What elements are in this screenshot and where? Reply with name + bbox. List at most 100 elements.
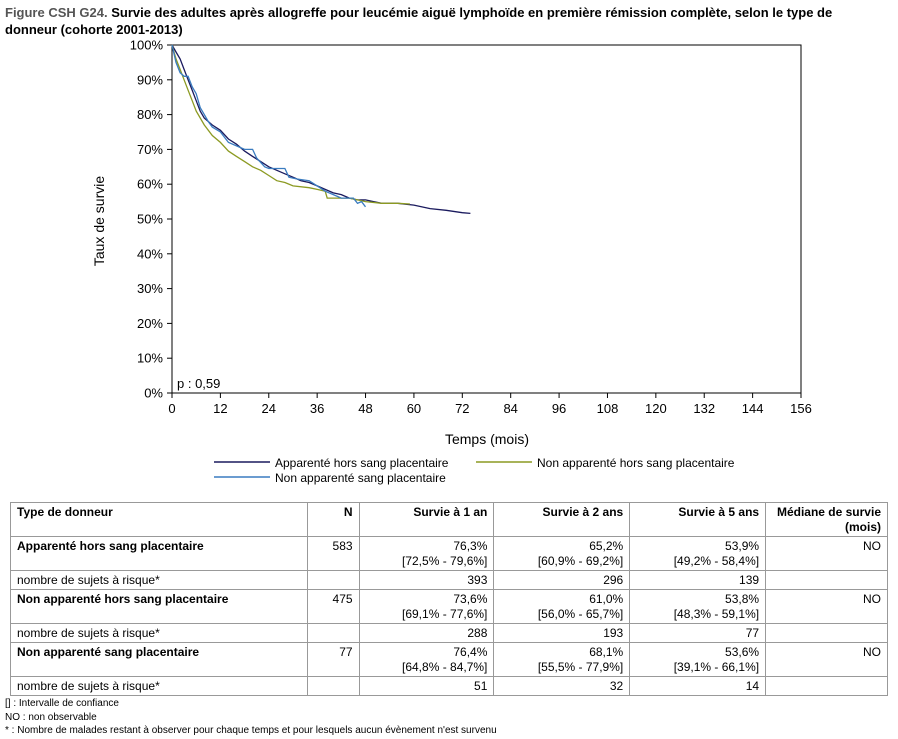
p-value-annotation: p : 0,59	[177, 376, 220, 391]
survival-2y: 61,0% [56,0% - 65,7%]	[493, 589, 631, 624]
figure-id: Figure CSH G24.	[5, 5, 108, 20]
survival-value: 76,3%	[453, 539, 488, 553]
risk-label: nombre de sujets à risque*	[10, 676, 308, 696]
risk-label: nombre de sujets à risque*	[10, 623, 308, 643]
y-tick-label: 80%	[137, 107, 163, 122]
y-tick-label: 20%	[137, 316, 163, 331]
risk-5y: 14	[629, 676, 767, 696]
figure-title-text: Survie des adultes après allogreffe pour…	[5, 5, 833, 37]
confidence-interval: [64,8% - 84,7%]	[402, 660, 488, 674]
group-n: 77	[306, 642, 360, 677]
x-tick-label: 12	[213, 401, 227, 416]
risk-row: nombre de sujets à risque* 288 193 77	[10, 623, 888, 643]
y-tick-label: 50%	[137, 212, 163, 227]
x-tick-label: 60	[407, 401, 421, 416]
group-name: Non apparenté sang placentaire	[10, 642, 308, 677]
survival-2y: 65,2% [60,9% - 69,2%]	[493, 536, 631, 571]
table-row: Non apparenté hors sang placentaire 475 …	[10, 589, 888, 624]
group-name: Non apparenté hors sang placentaire	[10, 589, 308, 624]
survival-value: 65,2%	[589, 539, 624, 553]
x-tick-label: 132	[693, 401, 715, 416]
footnote-ci: [] : Intervalle de confiance	[5, 698, 119, 709]
figure-title: Figure CSH G24. Survie des adultes après…	[5, 4, 885, 38]
risk-1y: 288	[358, 623, 495, 643]
survival-value: 73,6%	[453, 592, 488, 606]
y-tick-label: 30%	[137, 281, 163, 296]
group-n: 475	[306, 589, 360, 624]
risk-2y: 32	[493, 676, 631, 696]
risk-1y: 51	[358, 676, 495, 696]
survival-table: Type de donneur N Survie à 1 an Survie à…	[10, 502, 888, 696]
footnotes: [] : Intervalle de confiance NO : non ob…	[5, 697, 497, 738]
y-tick-label: 10%	[137, 351, 163, 366]
survival-chart: 0% 10% 20% 30% 40% 50% 60% 70% 80% 90% 100% 0 12 24 3…	[91, 38, 812, 486]
x-tick-label: 144	[742, 401, 764, 416]
series-lines	[171, 44, 471, 215]
median-survival: NO	[765, 536, 888, 571]
risk-2y: 193	[493, 623, 631, 643]
y-tick-label: 0%	[144, 386, 163, 401]
x-tick-label: 156	[790, 401, 812, 416]
risk-row: nombre de sujets à risque* 51 32 14	[10, 676, 888, 696]
risk-2y: 296	[493, 570, 631, 590]
col-header-n: N	[306, 502, 360, 537]
empty-cell	[765, 676, 888, 696]
y-tick-label: 70%	[137, 142, 163, 157]
survival-1y: 73,6% [69,1% - 77,6%]	[358, 589, 495, 624]
confidence-interval: [48,3% - 59,1%]	[673, 607, 760, 621]
empty-cell	[306, 623, 360, 643]
footnote-risk: * : Nombre de malades restant à observer…	[5, 725, 497, 736]
x-axis: 0 12 24 36 48 60 72 84 96 108 120 132 144 156	[168, 393, 812, 416]
survival-value: 53,8%	[725, 592, 760, 606]
empty-cell	[306, 676, 360, 696]
legend-label-0: Apparenté hors sang placentaire	[275, 456, 449, 470]
empty-cell	[306, 570, 360, 590]
empty-cell	[765, 570, 888, 590]
y-tick-label: 90%	[137, 72, 163, 87]
risk-5y: 77	[629, 623, 767, 643]
confidence-interval: [49,2% - 58,4%]	[673, 554, 760, 568]
col-header-2y: Survie à 2 ans	[493, 502, 631, 537]
survival-value: 53,9%	[725, 539, 760, 553]
x-tick-label: 24	[262, 401, 276, 416]
y-axis: 0% 10% 20% 30% 40% 50% 60% 70% 80% 90% 100%	[130, 38, 172, 401]
col-header-1y: Survie à 1 an	[358, 502, 495, 537]
confidence-interval: [72,5% - 79,6%]	[402, 554, 488, 568]
y-tick-label: 40%	[137, 246, 163, 261]
survival-value: 76,4%	[453, 645, 488, 659]
confidence-interval: [55,5% - 77,9%]	[537, 660, 624, 674]
risk-row: nombre de sujets à risque* 393 296 139	[10, 570, 888, 590]
x-tick-label: 72	[455, 401, 469, 416]
survival-5y: 53,6% [39,1% - 66,1%]	[629, 642, 767, 677]
footnote-no: NO : non observable	[5, 711, 97, 723]
x-tick-label: 48	[358, 401, 372, 416]
x-axis-label: Temps (mois)	[445, 431, 529, 447]
series-line-2	[171, 44, 367, 208]
table-row: Non apparenté sang placentaire 77 76,4%[…	[10, 642, 888, 677]
empty-cell	[765, 623, 888, 643]
confidence-interval: [56,0% - 65,7%]	[537, 607, 624, 621]
survival-value: 68,1%	[589, 645, 624, 659]
median-survival: NO	[765, 642, 888, 677]
x-tick-label: 108	[597, 401, 619, 416]
survival-2y: 68,1% [55,5% - 77,9%]	[493, 642, 631, 677]
survival-value: 61,0%	[589, 592, 624, 606]
legend-label-2: Non apparenté sang placentaire	[275, 471, 446, 485]
legend: Apparenté hors sang placentaire Non appa…	[214, 456, 735, 485]
series-line-1	[171, 44, 410, 205]
y-axis-label: Taux de survie	[91, 176, 107, 266]
plot-frame	[171, 44, 802, 394]
col-header-donor: Type de donneur	[10, 502, 308, 537]
survival-1y: 76,3% [72,5% - 79,6%]	[358, 536, 495, 571]
confidence-interval: [39,1% - 66,1%]	[673, 660, 760, 674]
col-header-median: Médiane de survie (mois)	[765, 502, 888, 537]
survival-5y: 53,8% [48,3% - 59,1%]	[629, 589, 767, 624]
x-tick-label: 96	[552, 401, 566, 416]
confidence-interval: [60,9% - 69,2%]	[537, 554, 624, 568]
table-header-row: Type de donneur N Survie à 1 an Survie à…	[10, 502, 888, 537]
y-tick-label: 100%	[130, 38, 164, 53]
confidence-interval: [69,1% - 77,6%]	[402, 607, 488, 621]
x-tick-label: 36	[310, 401, 324, 416]
group-n: 583	[306, 536, 360, 571]
x-tick-label: 0	[168, 401, 175, 416]
